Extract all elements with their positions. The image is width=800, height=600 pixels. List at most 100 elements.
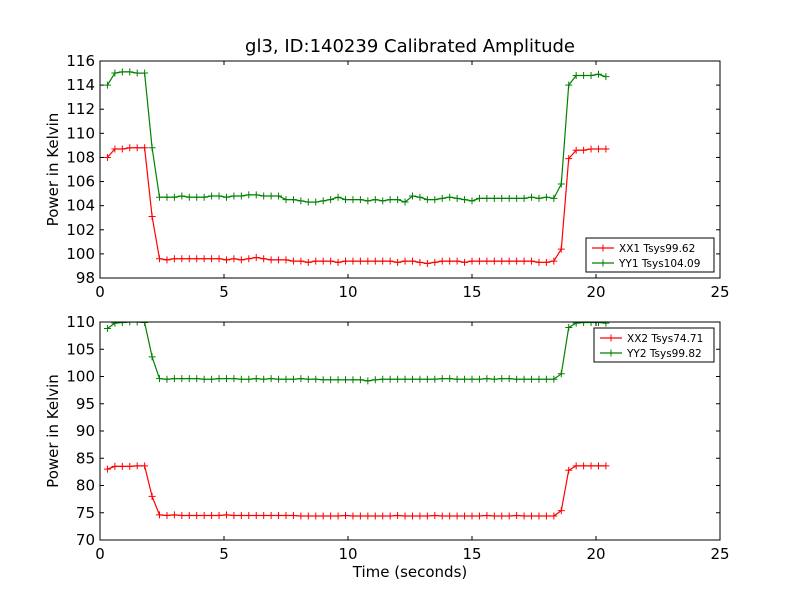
y-tick-label: 100 bbox=[66, 368, 95, 386]
data-point bbox=[141, 462, 149, 470]
data-point bbox=[453, 512, 461, 520]
data-point bbox=[505, 257, 513, 265]
data-point bbox=[289, 196, 297, 204]
data-point bbox=[587, 71, 595, 79]
data-point bbox=[602, 322, 610, 327]
data-point bbox=[170, 255, 178, 263]
x-tick-label: 25 bbox=[710, 545, 729, 563]
data-point bbox=[371, 512, 379, 520]
data-point bbox=[557, 180, 565, 188]
data-point bbox=[342, 511, 350, 519]
data-point bbox=[193, 255, 201, 263]
legend-label: XX1 Tsys99.62 bbox=[619, 243, 695, 255]
data-point bbox=[148, 144, 156, 152]
data-point bbox=[312, 257, 320, 265]
data-point bbox=[446, 193, 454, 201]
data-point bbox=[215, 511, 223, 519]
data-point bbox=[572, 462, 580, 470]
data-point bbox=[580, 71, 588, 79]
legend: XX2 Tsys74.71 YY2 Tsys99.82 bbox=[593, 327, 715, 363]
data-point bbox=[237, 511, 245, 519]
data-point bbox=[222, 193, 230, 201]
data-point bbox=[423, 260, 431, 268]
x-tick-label: 10 bbox=[338, 545, 357, 563]
data-point bbox=[394, 375, 402, 383]
data-point bbox=[230, 255, 238, 263]
data-point bbox=[490, 194, 498, 202]
data-point bbox=[215, 255, 223, 263]
data-point bbox=[252, 191, 260, 199]
data-point bbox=[602, 462, 610, 470]
data-point bbox=[245, 375, 253, 383]
data-point bbox=[468, 375, 476, 383]
data-point bbox=[334, 376, 342, 384]
data-point bbox=[371, 257, 379, 265]
data-point bbox=[505, 194, 513, 202]
data-point bbox=[483, 257, 491, 265]
data-point bbox=[141, 69, 149, 77]
x-tick-label: 20 bbox=[586, 283, 605, 301]
data-point bbox=[513, 511, 521, 519]
data-point bbox=[252, 375, 260, 383]
data-point bbox=[126, 462, 134, 470]
data-point bbox=[312, 375, 320, 383]
data-point bbox=[297, 512, 305, 520]
chart-title: gl3, ID:140239 Calibrated Amplitude bbox=[245, 36, 575, 57]
data-point bbox=[371, 196, 379, 204]
data-point bbox=[356, 257, 364, 265]
data-point bbox=[185, 375, 193, 383]
data-point bbox=[252, 254, 260, 262]
data-point bbox=[550, 257, 558, 265]
data-point bbox=[520, 194, 528, 202]
data-point bbox=[490, 257, 498, 265]
data-point bbox=[178, 375, 186, 383]
data-point bbox=[297, 257, 305, 265]
data-point bbox=[557, 370, 565, 378]
x-tick-label: 10 bbox=[338, 283, 357, 301]
data-point bbox=[222, 256, 230, 264]
data-point bbox=[520, 257, 528, 265]
data-point bbox=[572, 146, 580, 154]
data-point bbox=[349, 512, 357, 520]
data-point bbox=[408, 257, 416, 265]
data-point bbox=[438, 194, 446, 202]
data-point bbox=[438, 375, 446, 383]
data-point bbox=[594, 462, 602, 470]
data-point bbox=[453, 194, 461, 202]
data-point bbox=[178, 192, 186, 200]
data-point bbox=[535, 258, 543, 266]
data-point bbox=[461, 258, 469, 266]
data-point bbox=[483, 511, 491, 519]
data-point bbox=[334, 258, 342, 266]
data-point bbox=[327, 376, 335, 384]
data-point bbox=[453, 257, 461, 265]
data-point bbox=[408, 192, 416, 200]
data-point bbox=[163, 193, 171, 201]
data-point bbox=[178, 255, 186, 263]
data-point bbox=[133, 322, 141, 326]
data-point bbox=[557, 245, 565, 253]
data-point bbox=[163, 256, 171, 264]
data-point bbox=[282, 511, 290, 519]
series-2 bbox=[103, 322, 610, 385]
data-point bbox=[580, 462, 588, 470]
data-point bbox=[580, 322, 588, 327]
data-point bbox=[513, 257, 521, 265]
data-point bbox=[498, 194, 506, 202]
data-point bbox=[594, 145, 602, 153]
data-point bbox=[364, 512, 372, 520]
data-point bbox=[103, 325, 111, 333]
data-point bbox=[401, 198, 409, 206]
data-point bbox=[356, 512, 364, 520]
data-point bbox=[475, 257, 483, 265]
data-point bbox=[103, 153, 111, 161]
data-point bbox=[111, 145, 119, 153]
legend-label: YY2 Tsys99.82 bbox=[626, 348, 702, 360]
y-tick-label: 110 bbox=[66, 313, 95, 331]
data-point bbox=[423, 375, 431, 383]
y-tick-label: 108 bbox=[66, 148, 95, 166]
data-point bbox=[133, 69, 141, 77]
data-point bbox=[170, 375, 178, 383]
legend-box bbox=[593, 327, 715, 363]
